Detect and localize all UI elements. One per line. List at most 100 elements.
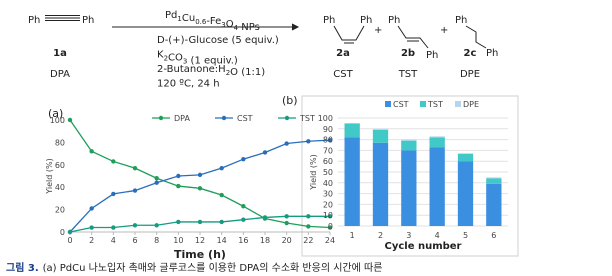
condition: K2CO3 (1 equiv.)	[157, 50, 238, 67]
bar-segment	[429, 137, 445, 148]
point	[197, 172, 203, 178]
bar-segment	[457, 161, 474, 226]
subscript: 3	[183, 58, 187, 66]
y-axis-label: Yield (%)	[45, 158, 54, 194]
text-part: 2-Butanone:H	[157, 64, 226, 75]
catalyst: Pd1Cu0.6-Fe3O4 NPs	[165, 10, 260, 33]
point	[111, 225, 116, 230]
bar-segment	[429, 147, 445, 226]
panel-label: (a)	[48, 107, 63, 120]
x-tick-label: 14	[217, 236, 227, 245]
x-tick-label: 18	[260, 236, 270, 245]
subscript: 2	[164, 55, 168, 63]
subscript: 0.6	[195, 18, 207, 26]
x-tick-label: 0	[67, 236, 72, 245]
x-tick-label: 6	[132, 236, 137, 245]
legend-label: TST	[427, 100, 443, 109]
condition: 120 ºC, 24 h	[157, 79, 220, 90]
point	[306, 139, 311, 144]
ph: Ph	[426, 50, 438, 61]
point	[284, 220, 289, 226]
text-part: 120 ºC, 24 h	[157, 79, 220, 90]
x-tick-label: 24	[325, 236, 335, 245]
point	[154, 176, 159, 181]
point	[132, 188, 138, 193]
point	[111, 159, 116, 164]
caption-label: 그림 3.	[6, 262, 39, 274]
y-tick-label: 30	[323, 190, 333, 199]
x-axis-label: Time (h)	[174, 248, 226, 261]
legend-label: DPA	[174, 114, 190, 123]
point	[111, 191, 116, 197]
text-part: Pd	[165, 10, 177, 21]
point	[241, 204, 246, 209]
caption-text: (a) PdCu 나노입자 촉매와 글루코스를 이용한 DPA의 수소화 반응의…	[43, 261, 383, 274]
x-tick-label: 22	[303, 236, 313, 245]
y-tick-label: 40	[55, 183, 65, 192]
text-part: Cu	[182, 13, 195, 24]
point	[284, 141, 289, 146]
compound-name: DPE	[460, 69, 480, 80]
compound-name: CST	[333, 69, 353, 80]
legend-marker	[284, 115, 290, 121]
x-tick-label: 10	[173, 236, 183, 245]
y-tick-label: 0	[60, 228, 65, 237]
bar-segment	[344, 123, 360, 138]
ph: Ph	[486, 48, 498, 59]
y-tick-label: 100	[50, 116, 65, 125]
series-line	[69, 139, 331, 233]
y-tick-label: 80	[323, 136, 333, 145]
point	[67, 229, 73, 235]
point	[89, 149, 94, 154]
y-tick-label: 90	[323, 125, 333, 134]
text-part: NPs	[238, 22, 260, 33]
condition: D-(+)-Glucose (5 equiv.)	[157, 35, 279, 46]
text-part: D-(+)-Glucose (5 equiv.)	[157, 35, 279, 46]
y-tick-label: 20	[323, 200, 333, 209]
text-part: (1 equiv.)	[187, 56, 238, 67]
point	[262, 150, 268, 155]
point	[132, 165, 138, 171]
ph: Ph	[360, 15, 372, 26]
legend-swatch	[420, 101, 426, 107]
bar-segment	[486, 183, 502, 226]
bar-segment	[457, 153, 474, 162]
ph: Ph	[388, 15, 400, 26]
point	[219, 165, 224, 171]
ph: Ph	[28, 15, 40, 26]
text-part: K	[157, 50, 164, 61]
legend-label: CST	[237, 114, 253, 123]
point	[176, 219, 181, 225]
bar-segment	[486, 177, 502, 179]
subscript: 2	[226, 69, 230, 77]
compound-name: DPA	[50, 69, 70, 80]
y-axis-label: Yield (%)	[309, 154, 318, 190]
point	[306, 214, 311, 219]
y-tick-label: 20	[55, 206, 65, 215]
point	[132, 223, 138, 228]
bar-segment	[401, 139, 417, 141]
caption: 그림 3. (a) PdCu 나노입자 촉매와 글루코스를 이용한 DPA의 수소…	[6, 261, 382, 274]
y-tick-label: 40	[323, 179, 333, 188]
legend-swatch	[385, 101, 391, 107]
point	[176, 173, 181, 179]
point	[176, 183, 181, 189]
condition: 2-Butanone:H2O (1:1)	[157, 64, 265, 78]
x-axis-label: Cycle number	[384, 241, 461, 252]
ph: Ph	[82, 15, 94, 26]
panel-label: (b)	[282, 94, 298, 107]
point	[197, 219, 203, 225]
point	[306, 224, 311, 229]
x-tick-label: 2	[378, 231, 383, 240]
point	[241, 157, 246, 162]
compound-name: TST	[398, 69, 418, 80]
point	[89, 206, 94, 211]
compound-id: 1a	[53, 48, 67, 59]
subscript: 4	[234, 24, 239, 32]
point	[219, 192, 224, 198]
x-tick-label: 12	[195, 236, 205, 245]
y-tick-label: 50	[323, 168, 333, 177]
legend-marker	[158, 115, 164, 121]
